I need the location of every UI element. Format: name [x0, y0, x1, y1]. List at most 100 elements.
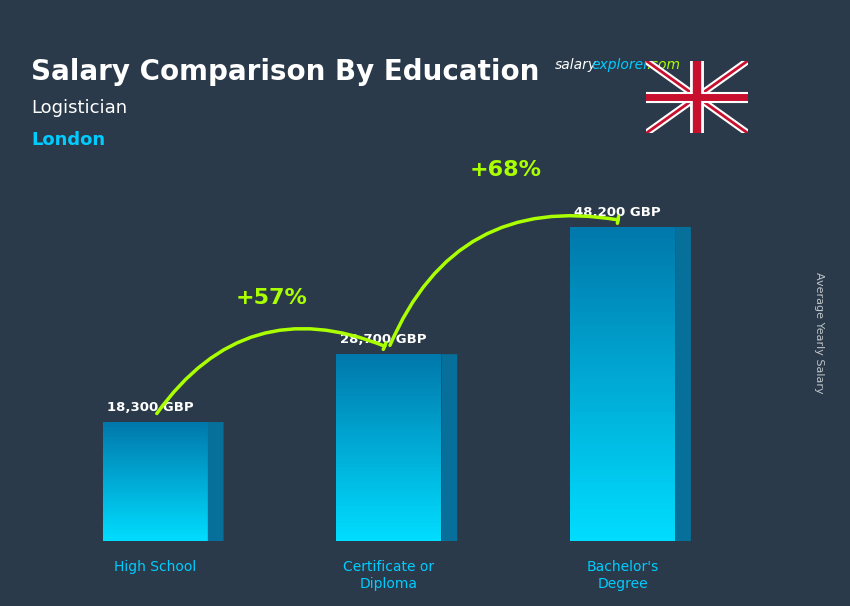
Polygon shape: [337, 399, 441, 401]
Polygon shape: [103, 534, 207, 536]
Polygon shape: [337, 497, 441, 499]
Polygon shape: [570, 494, 675, 498]
Polygon shape: [337, 439, 441, 441]
Polygon shape: [570, 482, 675, 487]
Polygon shape: [103, 439, 207, 440]
Polygon shape: [570, 404, 675, 408]
Polygon shape: [570, 361, 675, 365]
Polygon shape: [103, 430, 207, 431]
Polygon shape: [103, 527, 207, 528]
Text: Average Yearly Salary: Average Yearly Salary: [814, 273, 824, 394]
Polygon shape: [570, 451, 675, 455]
Polygon shape: [337, 481, 441, 483]
Polygon shape: [337, 511, 441, 513]
Polygon shape: [570, 419, 675, 424]
Polygon shape: [337, 394, 441, 396]
Polygon shape: [570, 349, 675, 353]
Polygon shape: [103, 449, 207, 450]
Polygon shape: [337, 504, 441, 507]
Polygon shape: [103, 452, 207, 453]
Polygon shape: [337, 354, 441, 356]
Polygon shape: [570, 239, 675, 242]
Polygon shape: [103, 467, 207, 468]
Text: Logistician: Logistician: [31, 99, 127, 117]
Polygon shape: [570, 231, 675, 235]
Polygon shape: [337, 380, 441, 382]
Polygon shape: [570, 522, 675, 526]
Polygon shape: [570, 518, 675, 522]
Polygon shape: [570, 310, 675, 313]
Polygon shape: [570, 321, 675, 325]
Polygon shape: [103, 531, 207, 533]
Polygon shape: [570, 274, 675, 278]
Polygon shape: [103, 491, 207, 492]
Polygon shape: [337, 401, 441, 404]
Polygon shape: [337, 488, 441, 490]
Polygon shape: [570, 255, 675, 258]
Polygon shape: [570, 258, 675, 262]
Polygon shape: [103, 425, 207, 427]
Polygon shape: [570, 416, 675, 419]
Polygon shape: [207, 422, 224, 542]
Polygon shape: [103, 513, 207, 514]
Polygon shape: [103, 464, 207, 465]
Polygon shape: [103, 444, 207, 446]
Polygon shape: [337, 443, 441, 445]
Polygon shape: [103, 524, 207, 525]
Polygon shape: [337, 434, 441, 436]
Polygon shape: [337, 387, 441, 389]
Polygon shape: [103, 516, 207, 518]
Polygon shape: [103, 443, 207, 444]
Polygon shape: [570, 302, 675, 305]
Polygon shape: [570, 294, 675, 298]
Polygon shape: [570, 427, 675, 431]
Polygon shape: [570, 510, 675, 514]
Text: Certificate or
Diploma: Certificate or Diploma: [343, 561, 434, 591]
Polygon shape: [337, 521, 441, 523]
Polygon shape: [103, 428, 207, 430]
Polygon shape: [570, 526, 675, 530]
Polygon shape: [570, 242, 675, 247]
Polygon shape: [337, 523, 441, 525]
Polygon shape: [570, 408, 675, 411]
Polygon shape: [103, 495, 207, 497]
Polygon shape: [103, 494, 207, 495]
Polygon shape: [570, 250, 675, 255]
Text: 28,700 GBP: 28,700 GBP: [340, 333, 427, 347]
Polygon shape: [103, 489, 207, 491]
Polygon shape: [337, 420, 441, 422]
Polygon shape: [337, 404, 441, 405]
Polygon shape: [570, 384, 675, 388]
Polygon shape: [570, 474, 675, 479]
Polygon shape: [337, 534, 441, 537]
Polygon shape: [337, 378, 441, 380]
Polygon shape: [570, 439, 675, 443]
Polygon shape: [337, 502, 441, 504]
Polygon shape: [103, 511, 207, 513]
Polygon shape: [103, 461, 207, 462]
Text: salary: salary: [555, 58, 598, 72]
Polygon shape: [337, 478, 441, 481]
Polygon shape: [103, 483, 207, 485]
Polygon shape: [337, 527, 441, 530]
Polygon shape: [337, 356, 441, 359]
Polygon shape: [337, 371, 441, 373]
Polygon shape: [337, 459, 441, 462]
Polygon shape: [103, 500, 207, 501]
Polygon shape: [103, 440, 207, 442]
Polygon shape: [337, 483, 441, 485]
Polygon shape: [570, 373, 675, 376]
Polygon shape: [570, 341, 675, 345]
Polygon shape: [570, 278, 675, 282]
Polygon shape: [570, 411, 675, 416]
Polygon shape: [103, 537, 207, 539]
Polygon shape: [570, 329, 675, 333]
Polygon shape: [337, 445, 441, 448]
Polygon shape: [103, 478, 207, 479]
Polygon shape: [570, 325, 675, 329]
Polygon shape: [570, 443, 675, 447]
Polygon shape: [570, 376, 675, 381]
Polygon shape: [337, 427, 441, 429]
Polygon shape: [103, 497, 207, 498]
Polygon shape: [570, 365, 675, 368]
